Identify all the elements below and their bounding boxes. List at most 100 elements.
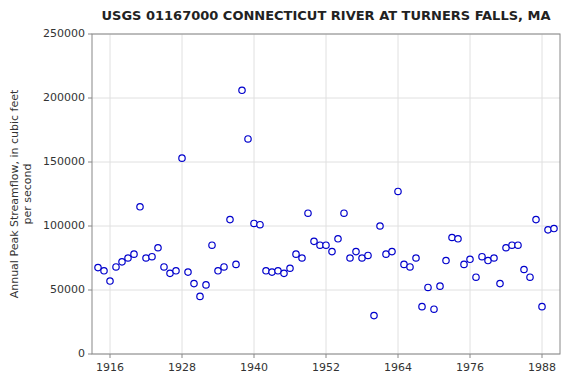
point bbox=[539, 303, 545, 309]
x-grid-line bbox=[110, 34, 111, 354]
point bbox=[281, 270, 287, 276]
point bbox=[545, 227, 551, 233]
y-tick-label: 250000 bbox=[43, 27, 85, 40]
grid bbox=[92, 34, 560, 354]
point bbox=[335, 236, 341, 242]
point bbox=[491, 255, 497, 261]
point bbox=[527, 274, 533, 280]
point bbox=[107, 278, 113, 284]
point bbox=[215, 268, 221, 274]
point bbox=[179, 155, 185, 161]
point bbox=[413, 255, 419, 261]
point bbox=[119, 259, 125, 265]
x-tick bbox=[470, 354, 471, 358]
x-grid-line bbox=[254, 34, 255, 354]
x-tick-label: 1976 bbox=[456, 361, 484, 374]
point bbox=[347, 255, 353, 261]
point bbox=[143, 255, 149, 261]
x-tick-label: 1964 bbox=[384, 361, 412, 374]
x-tick-label: 1916 bbox=[96, 361, 124, 374]
point bbox=[197, 293, 203, 299]
point bbox=[185, 269, 191, 275]
point bbox=[125, 255, 131, 261]
point bbox=[173, 268, 179, 274]
x-tick bbox=[398, 354, 399, 358]
point bbox=[389, 248, 395, 254]
plot-frame bbox=[92, 34, 560, 354]
point bbox=[365, 252, 371, 258]
x-tick-label: 1928 bbox=[168, 361, 196, 374]
point bbox=[101, 268, 107, 274]
point bbox=[437, 283, 443, 289]
point bbox=[251, 220, 257, 226]
ticks: 0 50000 100000 150000 200000 250000 1916 1928 19… bbox=[43, 27, 556, 374]
y-tick bbox=[88, 290, 92, 291]
point bbox=[515, 242, 521, 248]
point bbox=[473, 274, 479, 280]
x-tick bbox=[254, 354, 255, 358]
x-tick bbox=[542, 354, 543, 358]
point bbox=[323, 242, 329, 248]
y-tick bbox=[88, 354, 92, 355]
point bbox=[467, 256, 473, 262]
y-tick-label: 50000 bbox=[50, 283, 85, 296]
title: USGS 01167000 CONNECTICUT RIVER AT TURNE… bbox=[101, 8, 550, 23]
point bbox=[407, 264, 413, 270]
y-tick-label: 200000 bbox=[43, 91, 85, 104]
point bbox=[227, 216, 233, 222]
point bbox=[341, 210, 347, 216]
point bbox=[155, 245, 161, 251]
point bbox=[293, 251, 299, 257]
point bbox=[395, 188, 401, 194]
x-tick-label: 1988 bbox=[528, 361, 556, 374]
y-tick bbox=[88, 226, 92, 227]
point bbox=[419, 303, 425, 309]
point bbox=[203, 282, 209, 288]
point bbox=[449, 234, 455, 240]
point bbox=[299, 255, 305, 261]
point bbox=[137, 204, 143, 210]
y-tick bbox=[88, 98, 92, 99]
y-tick-label: 0 bbox=[78, 347, 85, 360]
x-tick-label: 1952 bbox=[312, 361, 340, 374]
x-grid-line bbox=[182, 34, 183, 354]
y-tick-label: 100000 bbox=[43, 219, 85, 232]
y-tick bbox=[88, 162, 92, 163]
point bbox=[551, 225, 557, 231]
point bbox=[455, 236, 461, 242]
x-tick bbox=[326, 354, 327, 358]
y-axis-label: Annual Peak Streamflow, in cubic feetper… bbox=[8, 89, 34, 298]
point bbox=[239, 87, 245, 93]
point bbox=[269, 269, 275, 275]
x-tick bbox=[110, 354, 111, 358]
point bbox=[461, 261, 467, 267]
x-grid-line bbox=[470, 34, 471, 354]
point bbox=[209, 242, 215, 248]
x-tick-label: 1940 bbox=[240, 361, 268, 374]
point bbox=[149, 254, 155, 260]
point bbox=[443, 257, 449, 263]
y-tick-label: 150000 bbox=[43, 155, 85, 168]
point bbox=[431, 306, 437, 312]
y-tick bbox=[88, 34, 92, 35]
point bbox=[245, 136, 251, 142]
point bbox=[233, 261, 239, 267]
point bbox=[521, 266, 527, 272]
point bbox=[533, 216, 539, 222]
point bbox=[305, 210, 311, 216]
point bbox=[221, 264, 227, 270]
point bbox=[161, 264, 167, 270]
point bbox=[353, 248, 359, 254]
point bbox=[377, 223, 383, 229]
x-grid-line bbox=[326, 34, 327, 354]
point bbox=[425, 284, 431, 290]
point bbox=[371, 312, 377, 318]
point bbox=[113, 264, 119, 270]
point bbox=[95, 264, 101, 270]
point bbox=[329, 248, 335, 254]
x-tick bbox=[182, 354, 183, 358]
point bbox=[311, 238, 317, 244]
point bbox=[257, 222, 263, 228]
point bbox=[191, 280, 197, 286]
point bbox=[479, 254, 485, 260]
